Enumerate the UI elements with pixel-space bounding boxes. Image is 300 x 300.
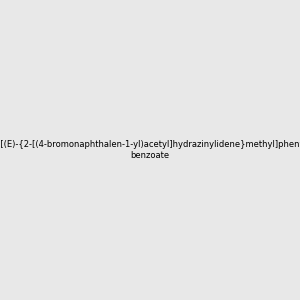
Text: 4-[(E)-{2-[(4-bromonaphthalen-1-yl)acetyl]hydrazinylidene}methyl]phenyl benzoate: 4-[(E)-{2-[(4-bromonaphthalen-1-yl)acety… [0,140,300,160]
